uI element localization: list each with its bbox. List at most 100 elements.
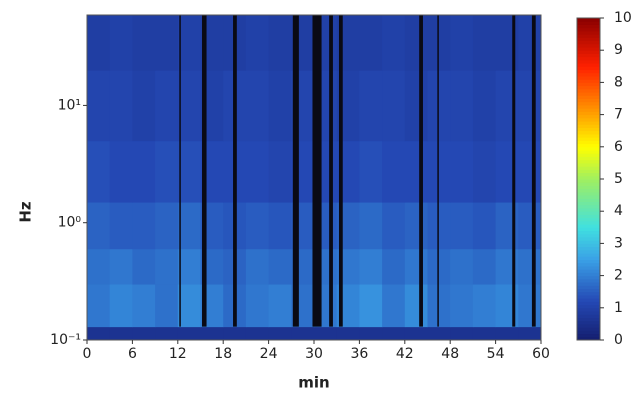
x-tick-label: 18 bbox=[214, 346, 232, 362]
heatmap-cell bbox=[268, 248, 292, 285]
heatmap-cell bbox=[109, 202, 133, 250]
heatmap-cell bbox=[404, 202, 428, 250]
heatmap-cell bbox=[495, 70, 519, 142]
heatmap-cell bbox=[155, 202, 179, 250]
colorbar-segment bbox=[577, 320, 600, 325]
heatmap-cell bbox=[427, 284, 451, 328]
colorbar-segment bbox=[577, 243, 600, 248]
heatmap-cell bbox=[382, 202, 406, 250]
colorbar-segment bbox=[577, 130, 600, 135]
colorbar-segment bbox=[577, 317, 600, 322]
data-gap bbox=[312, 15, 322, 327]
colorbar-segment bbox=[577, 82, 600, 87]
heatmap-cell bbox=[87, 70, 111, 142]
heatmap-cell bbox=[132, 70, 156, 142]
heatmap-cell bbox=[450, 202, 474, 250]
heatmap-cell bbox=[359, 202, 383, 250]
data-gap bbox=[292, 15, 299, 327]
heatmap-cell bbox=[109, 70, 133, 142]
colorbar-segment bbox=[577, 21, 600, 25]
heatmap-cell bbox=[109, 15, 133, 71]
heatmap-cell bbox=[268, 70, 292, 142]
heatmap-cell bbox=[155, 140, 179, 203]
colorbar-segment bbox=[577, 30, 600, 35]
heatmap-cell bbox=[359, 248, 383, 285]
x-tick-label: 36 bbox=[350, 346, 368, 362]
data-gap bbox=[329, 15, 333, 327]
x-tick-label: 30 bbox=[305, 346, 323, 362]
heatmap-cell bbox=[382, 70, 406, 142]
heatmap-cell bbox=[177, 70, 201, 142]
colorbar-tick-label: 1 bbox=[614, 300, 623, 316]
heatmap-cell bbox=[472, 70, 497, 142]
colorbar-segment bbox=[577, 156, 600, 161]
colorbar-segment bbox=[577, 43, 600, 48]
heatmap-cell bbox=[359, 15, 383, 71]
heatmap-cell bbox=[245, 70, 270, 142]
x-tick-label: 48 bbox=[441, 346, 459, 362]
heatmap-cell bbox=[177, 284, 201, 328]
colorbar-segment bbox=[577, 236, 600, 241]
colorbar-segment bbox=[577, 294, 600, 299]
heatmap-cell bbox=[87, 15, 111, 71]
heatmap-cell bbox=[245, 284, 270, 328]
colorbar-tick-label: 5 bbox=[614, 171, 623, 187]
heatmap-cell bbox=[404, 284, 428, 328]
heatmap-cell bbox=[427, 202, 451, 250]
colorbar-segment bbox=[577, 179, 600, 183]
colorbar-segment bbox=[577, 304, 600, 309]
colorbar-segment bbox=[577, 95, 600, 99]
heatmap-cell bbox=[450, 248, 474, 285]
colorbar-segment bbox=[577, 85, 600, 90]
colorbar-segment bbox=[577, 121, 600, 125]
colorbar-segment bbox=[577, 185, 600, 190]
colorbar-segment bbox=[577, 230, 600, 235]
colorbar-segment bbox=[577, 256, 600, 260]
heatmap-cell bbox=[518, 140, 542, 203]
heatmap-cell bbox=[450, 140, 474, 203]
colorbar-segment bbox=[577, 59, 600, 64]
colorbar-segment bbox=[577, 88, 600, 93]
data-gap bbox=[202, 15, 207, 327]
colorbar-segment bbox=[577, 69, 600, 74]
heatmap-cell bbox=[382, 140, 406, 203]
heatmap-cell bbox=[177, 140, 201, 203]
colorbar-segment bbox=[577, 172, 600, 177]
colorbar-segment bbox=[577, 278, 600, 283]
colorbar-segment bbox=[577, 259, 600, 264]
heatmap-cell bbox=[87, 326, 111, 341]
colorbar-segment bbox=[577, 227, 600, 232]
heatmap-cell bbox=[404, 140, 428, 203]
colorbar-segment bbox=[577, 72, 600, 77]
heatmap-cell bbox=[382, 248, 406, 285]
heatmap-cell bbox=[245, 140, 270, 203]
heatmap-cell bbox=[404, 326, 428, 341]
colorbar-segment bbox=[577, 137, 600, 141]
heatmap-cell bbox=[155, 70, 179, 142]
colorbar-segment bbox=[577, 182, 600, 186]
data-gap bbox=[512, 15, 516, 327]
colorbar-segment bbox=[577, 162, 600, 167]
heatmap-cell bbox=[314, 326, 338, 341]
heatmap-cell bbox=[427, 140, 451, 203]
heatmap-cell bbox=[223, 326, 247, 341]
heatmap-cell bbox=[132, 202, 156, 250]
colorbar-segment bbox=[577, 56, 600, 61]
heatmap-cell bbox=[200, 326, 224, 341]
colorbar-segment bbox=[577, 323, 600, 328]
heatmap-cell bbox=[472, 140, 497, 203]
colorbar-segment bbox=[577, 108, 600, 112]
colorbar-segment bbox=[577, 188, 600, 193]
heatmap-cell bbox=[382, 326, 406, 341]
heatmap-cell bbox=[268, 326, 292, 341]
colorbar-segment bbox=[577, 146, 600, 151]
heatmap-cell bbox=[450, 15, 474, 71]
y-tick-label: 10¹ bbox=[58, 97, 81, 113]
heatmap-cell bbox=[291, 326, 315, 341]
heatmap-cell bbox=[132, 326, 156, 341]
colorbar-segment bbox=[577, 191, 600, 196]
heatmap-cell bbox=[359, 70, 383, 142]
colorbar-segment bbox=[577, 195, 600, 199]
heatmap-cell bbox=[495, 140, 519, 203]
